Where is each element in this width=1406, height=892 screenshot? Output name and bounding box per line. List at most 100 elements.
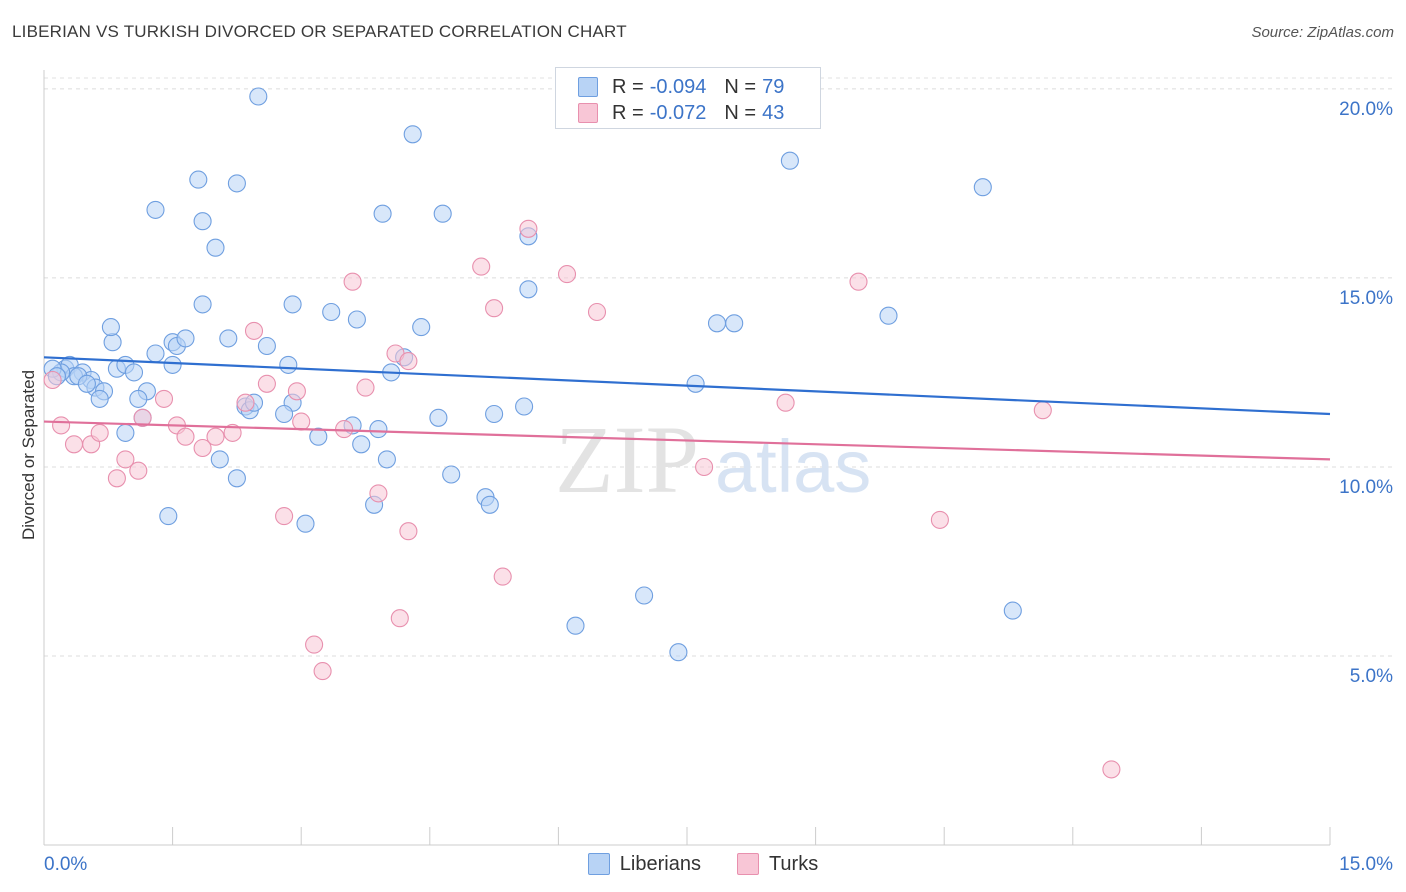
turks-point: [129, 461, 148, 480]
legend-row-turks: R = -0.072 N = 43: [578, 100, 784, 126]
liberians-point: [352, 435, 371, 454]
liberians-point: [129, 389, 148, 408]
liberians-trend-line: [43, 356, 1331, 416]
liberians-point: [377, 450, 396, 469]
watermark-atlas: atlas: [715, 425, 871, 508]
liberians-point: [227, 174, 246, 193]
turks-point: [493, 567, 512, 586]
turks-point: [776, 393, 795, 412]
n-label: N =: [724, 75, 757, 98]
liberians-point: [566, 616, 585, 635]
liberians-point: [146, 200, 165, 219]
liberians-point: [279, 355, 298, 374]
liberians-point: [669, 643, 688, 662]
turks-point: [193, 438, 212, 458]
liberians-point: [480, 495, 499, 514]
liberians-point: [176, 329, 195, 348]
turks-point: [313, 662, 332, 681]
watermark-zip: ZIP: [555, 406, 699, 513]
turks-swatch: [578, 103, 598, 123]
stats-legend: R = -0.094 N = 79 R = -0.072 N = 43: [555, 67, 821, 129]
liberians-point: [369, 420, 388, 439]
liberians-point: [515, 397, 534, 416]
r-label: R =: [612, 101, 644, 124]
liberians-point: [519, 280, 538, 299]
turks-point: [695, 457, 714, 477]
turks-point: [287, 382, 306, 401]
liberians-point: [124, 363, 144, 382]
liberians-point: [116, 423, 135, 442]
turks-legend-swatch: [736, 853, 759, 875]
liberians-point: [283, 295, 302, 314]
turks-point: [399, 522, 418, 541]
turks-point: [1033, 401, 1052, 420]
liberians-point: [101, 318, 120, 337]
liberians-point: [103, 333, 122, 352]
turks-legend-label: Turks: [768, 852, 819, 875]
data-points: [43, 87, 1121, 779]
liberians-legend-swatch: [587, 853, 610, 875]
liberians-point: [193, 295, 212, 314]
turks-point: [133, 408, 152, 427]
legend-item-liberians[interactable]: Liberians: [587, 853, 701, 876]
liberians-point: [780, 151, 799, 170]
y-tick-label: 5.0%: [1350, 666, 1393, 687]
source-label: Source: ZipAtlas.com: [1251, 24, 1394, 41]
liberians-point: [146, 344, 165, 363]
n-value: 79: [762, 75, 785, 98]
liberians-point: [275, 404, 294, 424]
turks-point: [343, 272, 362, 291]
turks-point: [275, 507, 294, 526]
turks-point: [64, 435, 84, 454]
turks-point: [485, 299, 504, 318]
liberians-point: [159, 507, 178, 526]
r-value: -0.072: [649, 101, 707, 124]
tick-labels: 5.0% 10.0% 15.0% 20.0% 0.0% 15.0%: [44, 99, 1393, 875]
turks-point: [292, 412, 311, 431]
turks-point: [244, 321, 264, 340]
turks-point: [107, 469, 126, 488]
liberians-point: [485, 404, 504, 424]
turks-point: [52, 416, 71, 435]
r-value: -0.094: [649, 75, 707, 98]
turks-point: [390, 609, 409, 628]
liberians-point: [725, 314, 744, 333]
liberians-point: [429, 408, 448, 427]
liberians-point: [635, 586, 654, 605]
liberians-point: [163, 355, 182, 374]
trend-lines: [43, 356, 1331, 461]
turks-point: [176, 427, 195, 446]
turks-point: [849, 272, 868, 291]
turks-point: [1102, 760, 1121, 779]
turks-point: [305, 635, 324, 654]
turks-point: [43, 370, 62, 390]
liberians-point: [77, 374, 96, 393]
liberians-point: [973, 178, 992, 197]
liberians-point: [309, 427, 328, 446]
liberians-swatch: [578, 77, 598, 97]
liberians-point: [1003, 601, 1022, 620]
liberians-point: [219, 329, 238, 348]
liberians-point: [322, 302, 341, 322]
turks-point: [472, 257, 491, 276]
r-label: R =: [612, 75, 644, 98]
liberians-point: [347, 310, 366, 329]
y-tick-label: 20.0%: [1339, 99, 1393, 120]
legend-item-turks[interactable]: Turks: [736, 852, 819, 876]
turks-point: [399, 352, 418, 371]
axes: [43, 70, 1331, 846]
y-axis-label: Divorced or Separated: [19, 370, 38, 540]
liberians-point: [442, 465, 461, 484]
turks-point: [369, 484, 388, 503]
x-tick-label: 15.0%: [1339, 854, 1393, 875]
n-label: N =: [724, 101, 757, 124]
liberians-point: [686, 374, 705, 393]
liberians-point: [90, 389, 109, 408]
liberians-point: [296, 514, 315, 533]
turks-point: [236, 393, 255, 412]
x-tick-label: 0.0%: [44, 854, 87, 875]
turks-point: [116, 450, 135, 469]
liberians-point: [373, 204, 392, 223]
turks-point: [223, 423, 242, 442]
